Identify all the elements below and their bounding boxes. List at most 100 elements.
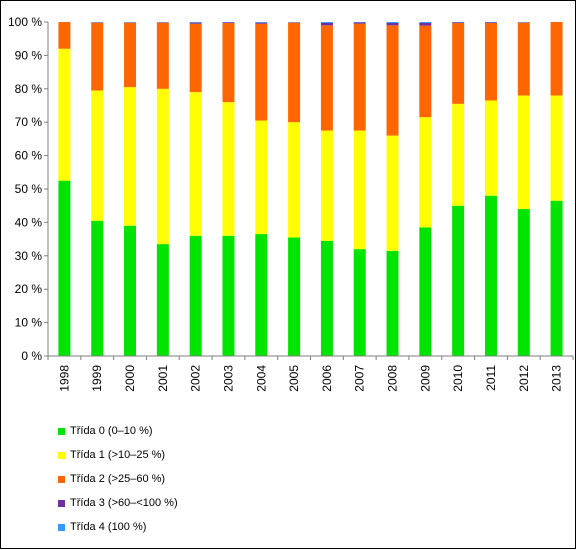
bar-segment-2003-series-2 — [222, 23, 234, 102]
bar-segment-1998-series-0 — [58, 181, 70, 356]
legend-label: Třída 1 (>10–25 %) — [70, 449, 165, 461]
bar-segment-2007-series-1 — [354, 131, 366, 250]
bar-segment-2001-series-1 — [157, 89, 169, 244]
bar-segment-2012-series-0 — [518, 209, 530, 356]
legend-swatch — [58, 500, 65, 507]
y-tick-label: 70 % — [15, 115, 43, 129]
bar-segment-2012-series-1 — [518, 95, 530, 209]
x-tick-label: 2002 — [189, 365, 203, 392]
x-tick-label: 1999 — [90, 365, 104, 392]
bar-segment-2003-series-0 — [222, 236, 234, 356]
bar-segment-2011-series-1 — [485, 100, 497, 195]
bar-segment-2000-series-0 — [124, 226, 136, 356]
bar-segment-2002-series-2 — [190, 24, 202, 92]
bar-segment-1998-series-2 — [58, 22, 70, 49]
y-tick-label: 20 % — [15, 282, 43, 296]
bar-segment-2009-series-2 — [419, 26, 431, 118]
bar-segment-2009-series-1 — [419, 117, 431, 227]
legend-item-1: Třída 1 (>10–25 %) — [58, 443, 178, 467]
x-tick-label: 2013 — [550, 365, 564, 392]
bar-segment-2005-series-1 — [288, 122, 300, 237]
y-tick-label: 0 % — [21, 349, 42, 363]
bar-segment-2004-series-0 — [255, 234, 267, 356]
bar-segment-2010-series-1 — [452, 104, 464, 206]
bar-segment-2004-series-4 — [255, 22, 267, 23]
y-tick-label: 40 % — [15, 215, 43, 229]
x-tick-label: 2006 — [320, 365, 334, 392]
y-tick-label: 100 % — [8, 15, 42, 29]
bar-segment-2005-series-0 — [288, 237, 300, 356]
bar-segment-2006-series-3 — [321, 23, 333, 25]
bar-segment-2011-series-0 — [485, 196, 497, 356]
bar-segment-2006-series-0 — [321, 241, 333, 356]
bar-segment-2010-series-3 — [452, 22, 464, 23]
bar-segment-1999-series-1 — [91, 90, 103, 220]
bar-segment-2005-series-2 — [288, 23, 300, 123]
bar-segment-2004-series-3 — [255, 23, 267, 24]
legend-swatch — [58, 476, 65, 483]
y-tick-label: 50 % — [15, 182, 43, 196]
bar-segment-2010-series-2 — [452, 23, 464, 104]
x-tick-label: 2009 — [418, 365, 432, 392]
bar-segment-2008-series-0 — [387, 251, 399, 356]
bar-segment-2003-series-3 — [222, 22, 234, 23]
bar-segment-1999-series-2 — [91, 23, 103, 91]
legend-swatch — [58, 452, 65, 459]
legend-label: Třída 2 (>25–60 %) — [70, 473, 165, 485]
x-tick-label: 1998 — [57, 365, 71, 392]
bar-segment-2006-series-4 — [321, 22, 333, 23]
legend-label: Třída 3 (>60–<100 %) — [70, 497, 178, 509]
bar-segment-2007-series-2 — [354, 24, 366, 131]
bar-segment-2004-series-2 — [255, 24, 267, 121]
legend-swatch — [58, 428, 65, 435]
legend-label: Třída 4 (100 %) — [70, 521, 146, 533]
legend-label: Třída 0 (0–10 %) — [70, 425, 153, 437]
bar-segment-2002-series-3 — [190, 23, 202, 24]
legend-swatch — [58, 524, 65, 531]
bar-segment-2013-series-0 — [551, 201, 563, 356]
legend-item-2: Třída 2 (>25–60 %) — [58, 467, 178, 491]
bar-segment-2008-series-1 — [387, 136, 399, 251]
bar-segment-2009-series-4 — [419, 22, 431, 23]
bar-segment-2008-series-4 — [387, 22, 399, 23]
bars-layer — [58, 22, 562, 356]
bar-segment-1999-series-0 — [91, 221, 103, 356]
x-tick-label: 2003 — [221, 365, 235, 392]
bar-segment-2003-series-1 — [222, 102, 234, 236]
x-tick-label: 2008 — [386, 365, 400, 392]
bar-segment-2009-series-0 — [419, 227, 431, 356]
bar-segment-2000-series-1 — [124, 87, 136, 226]
bar-segment-2000-series-2 — [124, 23, 136, 87]
bar-segment-2008-series-2 — [387, 25, 399, 135]
x-tick-label: 2000 — [123, 365, 137, 392]
x-tick-label: 2011 — [484, 365, 498, 391]
bar-segment-2002-series-4 — [190, 22, 202, 23]
bar-segment-2002-series-1 — [190, 92, 202, 236]
legend: Třída 0 (0–10 %) Třída 1 (>10–25 %) Třída … — [58, 419, 178, 539]
bar-segment-2007-series-0 — [354, 249, 366, 356]
y-tick-label: 80 % — [15, 82, 43, 96]
x-tick-label: 2005 — [287, 365, 301, 392]
legend-item-4: Třída 4 (100 %) — [58, 515, 178, 539]
bar-segment-2008-series-3 — [387, 23, 399, 25]
bar-segment-2001-series-2 — [157, 23, 169, 89]
bar-segment-2007-series-3 — [354, 22, 366, 23]
bar-segment-2010-series-0 — [452, 206, 464, 356]
bar-segment-2006-series-2 — [321, 25, 333, 130]
y-tick-label: 90 % — [15, 48, 43, 62]
x-tick-label: 2001 — [156, 365, 170, 392]
bar-segment-2013-series-1 — [551, 95, 563, 200]
x-tick-label: 2007 — [353, 365, 367, 392]
bar-segment-1998-series-1 — [58, 49, 70, 181]
bar-segment-2011-series-2 — [485, 23, 497, 100]
bar-segment-2009-series-3 — [419, 23, 431, 26]
y-tick-label: 10 % — [15, 316, 43, 330]
x-tick-label: 2004 — [254, 365, 268, 392]
y-tick-label: 60 % — [15, 149, 43, 163]
x-tick-label: 2010 — [451, 365, 465, 392]
y-tick-label: 30 % — [15, 249, 43, 263]
bar-segment-2001-series-0 — [157, 244, 169, 356]
legend-item-0: Třída 0 (0–10 %) — [58, 419, 178, 443]
legend-item-3: Třída 3 (>60–<100 %) — [58, 491, 178, 515]
